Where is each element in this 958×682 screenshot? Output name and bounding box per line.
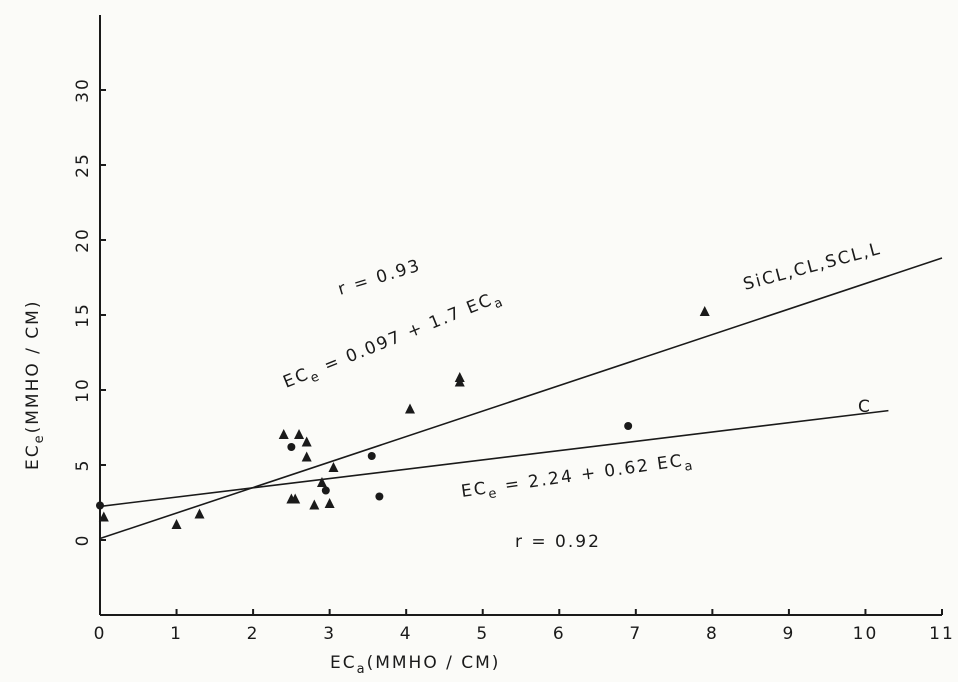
y-tick-label: 5 <box>73 459 93 472</box>
x-tick-label: 3 <box>323 624 336 644</box>
triangle-point <box>700 306 710 316</box>
x-tick-label: 5 <box>476 624 489 644</box>
circle-point <box>96 502 104 510</box>
circle-point <box>375 493 383 501</box>
r-label: r = 0.92 <box>515 532 601 552</box>
x-axis-label: ECa(MMHO / CM) <box>330 653 500 677</box>
triangle-point <box>195 509 205 519</box>
y-tick-label: 30 <box>73 77 93 103</box>
triangle-point <box>325 498 335 508</box>
x-tick-label: 6 <box>553 624 566 644</box>
x-tick-label: 7 <box>629 624 642 644</box>
triangle-point <box>279 429 289 439</box>
circle-point <box>322 487 330 495</box>
y-tick-label: 15 <box>73 302 93 328</box>
chart: ECa(MMHO / CM) ECe(MMHO / CM) SiCL,CL,SC… <box>0 0 958 682</box>
triangle-point <box>294 429 304 439</box>
x-tick-label: 9 <box>782 624 795 644</box>
triangle-point <box>405 404 415 414</box>
x-tick-label: 10 <box>853 624 879 644</box>
circle-point <box>368 452 376 460</box>
triangle-point <box>309 500 319 510</box>
line-label: SiCL,CL,SCL,L <box>741 239 883 295</box>
x-tick-label: 8 <box>706 624 719 644</box>
y-tick-label: 10 <box>73 377 93 403</box>
fit-line <box>100 258 942 538</box>
equation: ECe = 0.097 + 1.7 ECa <box>280 286 506 396</box>
circle-point <box>287 443 295 451</box>
r-label: r = 0.93 <box>336 256 424 300</box>
triangle-point <box>455 372 465 382</box>
triangle-point <box>172 519 182 529</box>
x-tick-label: 0 <box>94 624 107 644</box>
y-tick-label: 25 <box>73 152 93 178</box>
circle-point <box>624 422 632 430</box>
y-tick-label: 0 <box>73 534 93 547</box>
triangle-point <box>328 462 338 472</box>
y-axis-label: ECe(MMHO / CM) <box>23 300 47 470</box>
x-tick-label: 1 <box>170 624 183 644</box>
x-tick-label: 11 <box>929 624 955 644</box>
triangle-point <box>302 452 312 462</box>
y-tick-label: 20 <box>73 227 93 253</box>
x-tick-label: 2 <box>247 624 260 644</box>
x-tick-label: 4 <box>400 624 413 644</box>
